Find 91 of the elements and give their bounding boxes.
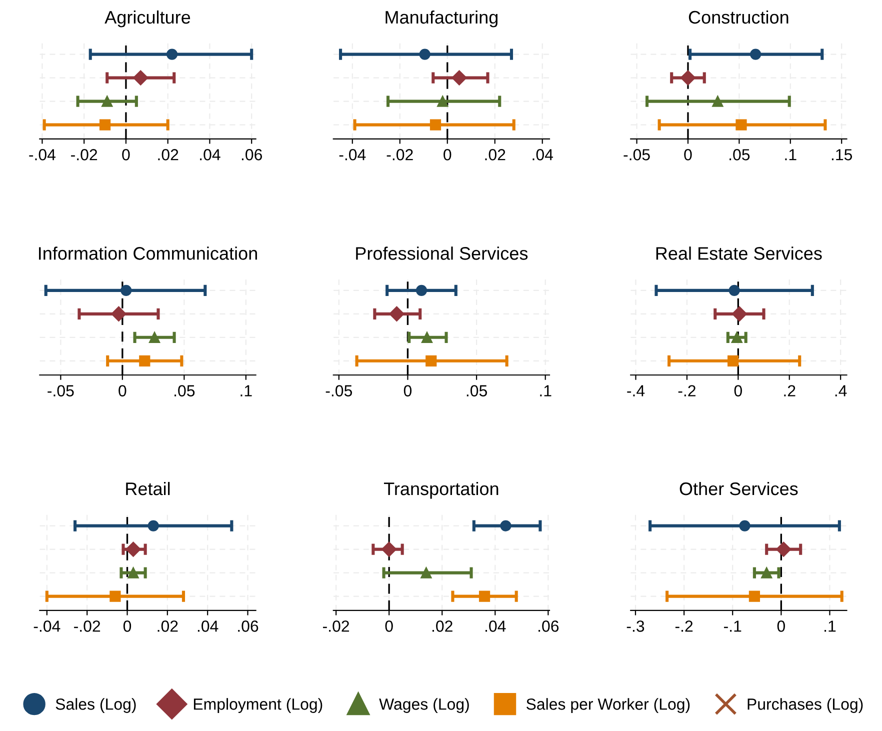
- chart-title: Manufacturing: [386, 10, 498, 28]
- x-tick-label: .06: [238, 620, 258, 632]
- point: [419, 48, 430, 60]
- x-tick-label: -.02: [74, 620, 100, 632]
- point: [761, 567, 772, 578]
- x-tick-label: -.2: [675, 620, 693, 632]
- x-tick-label: .1: [540, 385, 552, 396]
- x-tick-label: .06: [242, 149, 262, 160]
- x-tick-label: .1: [240, 385, 252, 396]
- point: [421, 332, 433, 343]
- x-tick-label: .05: [466, 385, 487, 396]
- point: [478, 590, 490, 602]
- x-tick-label: .05: [174, 385, 195, 396]
- x-tick-label: 0: [684, 149, 692, 160]
- x-tick-label: -.02: [71, 149, 98, 160]
- point: [416, 284, 428, 296]
- point: [680, 70, 696, 86]
- x-tick-label: .2: [784, 385, 796, 396]
- legend-label: Sales (Log): [56, 698, 136, 713]
- chart-title: Construction: [688, 10, 788, 24]
- x-tick-label: -.02: [386, 149, 413, 160]
- x-tick-label: 0: [777, 620, 785, 632]
- chart-title: Real Estate Services: [656, 246, 822, 260]
- point: [728, 284, 740, 296]
- point: [382, 542, 397, 557]
- x-tick-label: 0: [444, 149, 452, 160]
- x-tick-label: .04: [198, 620, 218, 632]
- x-tick-label: .4: [835, 385, 847, 396]
- x-tick-label: 0: [123, 620, 132, 632]
- legend-label: Purchases (Log): [748, 698, 863, 713]
- point: [732, 306, 748, 322]
- x-tick-label: -.05: [48, 385, 74, 396]
- point: [437, 96, 448, 107]
- point: [776, 542, 792, 557]
- x-tick-label: .04: [200, 149, 220, 160]
- chart-title: Professional Services: [356, 246, 528, 260]
- x-tick-label: .1: [824, 620, 836, 632]
- point: [120, 284, 132, 296]
- point: [736, 119, 747, 130]
- x-tick-label: -.04: [34, 620, 60, 632]
- point: [750, 48, 762, 60]
- x-tick-label: .02: [158, 149, 178, 160]
- x-tick-label: .05: [730, 149, 750, 160]
- legend-label: Wages (Log): [379, 698, 469, 713]
- chart-title: Other Services: [680, 482, 798, 496]
- x-tick-label: -.05: [326, 385, 352, 396]
- point: [99, 119, 111, 130]
- x-tick-label: .02: [158, 620, 178, 632]
- point: [166, 48, 178, 60]
- chart-title: Transportation: [384, 482, 498, 499]
- point: [111, 306, 126, 322]
- x-tick-label: .02: [485, 149, 506, 160]
- x-tick-label: 0: [118, 385, 126, 396]
- point: [389, 306, 404, 322]
- point: [731, 332, 742, 343]
- point: [712, 96, 724, 107]
- point: [102, 96, 113, 107]
- x-tick-label: .06: [538, 620, 559, 632]
- x-tick-label: -.04: [339, 149, 366, 160]
- point: [133, 70, 148, 86]
- x-tick-label: -.05: [624, 149, 650, 160]
- x-tick-label: -.04: [29, 149, 56, 160]
- x-tick-label: .02: [432, 620, 452, 632]
- point: [452, 70, 467, 86]
- point: [430, 119, 442, 130]
- x-tick-label: 0: [122, 149, 130, 160]
- x-tick-label: 0: [385, 620, 393, 632]
- x-tick-label: -.1: [724, 620, 742, 632]
- point: [420, 567, 432, 578]
- point: [148, 332, 160, 343]
- legend-label: Employment (Log): [194, 698, 322, 713]
- x-tick-label: 0: [404, 385, 412, 396]
- point: [748, 590, 760, 602]
- point: [426, 355, 437, 366]
- x-tick-label: .1: [785, 149, 796, 160]
- x-tick-label: -.2: [678, 385, 696, 396]
- chart-title: Retail: [126, 482, 170, 496]
- point: [139, 355, 150, 366]
- x-tick-label: .04: [485, 620, 506, 632]
- point: [739, 520, 750, 532]
- x-tick-label: 0: [734, 385, 742, 396]
- chart-title: Agriculture: [104, 10, 190, 28]
- x-tick-label: -.4: [627, 385, 645, 396]
- x-tick-label: .15: [832, 149, 852, 160]
- legend-label: Sales per Worker (Log): [526, 698, 690, 713]
- point: [727, 355, 739, 366]
- x-tick-label: .04: [532, 149, 553, 160]
- x-tick-label: -.02: [322, 620, 350, 632]
- x-tick-label: -.3: [626, 620, 644, 632]
- point: [500, 520, 512, 532]
- chart-title: Information Communication: [39, 246, 257, 260]
